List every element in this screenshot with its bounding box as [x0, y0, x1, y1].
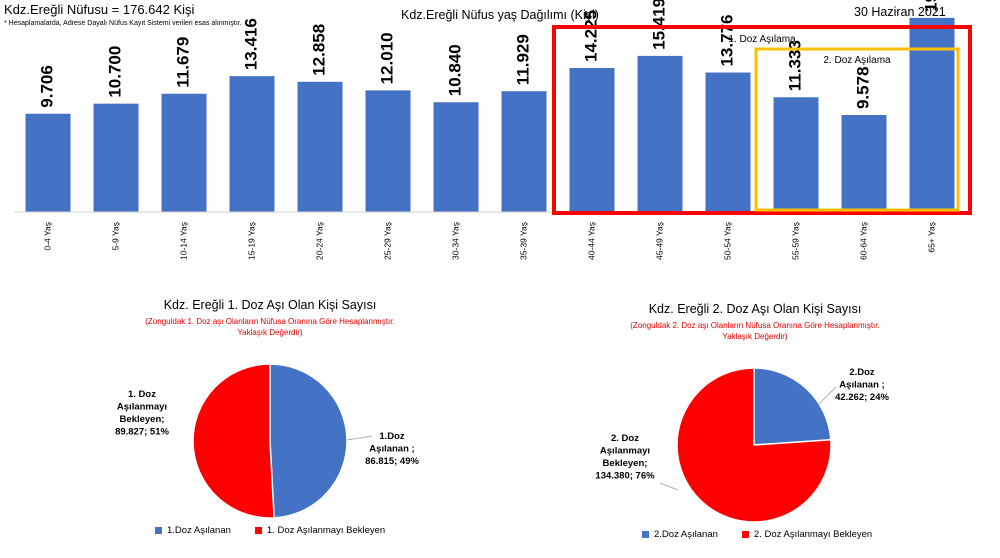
pie2-subtitle-line-2: Yaklaşık Değerdir) [722, 332, 788, 341]
bar-5-9-Ya- [93, 103, 139, 212]
bar-chart-title: Kdz.Ereğli Nüfus yaş Dağılımı (Kişi) [401, 8, 599, 22]
pie1-slice-label-line: 1.Doz [379, 431, 405, 442]
pie2-slice-label-line: 42.262; 24% [835, 392, 889, 403]
bar-value-label: 19.173 [921, 0, 940, 12]
pie2-subtitle: (Zonguldak 2. Doz aşı Olanların Nüfusa O… [555, 320, 955, 342]
bar-65plus-Ya- [909, 17, 955, 212]
bar-value-label: 9.578 [853, 66, 872, 109]
pie1-slice-label-line: Aşılanmayı [117, 402, 167, 413]
pie2-slice-label-line: Bekleyen; [603, 458, 648, 469]
x-tick-label: 25-29 Yaş [382, 222, 392, 260]
bar-value-label: 15.419 [649, 0, 668, 50]
second-dose-box-label: 2. Doz Aşılama [823, 55, 891, 66]
x-tick-label: 60-64 Yaş [858, 222, 868, 260]
pie1-subtitle-line-2: Yaklaşık Değerdir) [237, 328, 303, 337]
bar-35-39-Ya- [501, 91, 547, 212]
pie2-legend-swatch-waiting [741, 531, 749, 538]
bar-25-29-Ya- [365, 90, 411, 212]
pie2-slice-label-line: Aşılanmayı [600, 446, 650, 457]
pie2-slice-vaccinated [753, 367, 832, 446]
pie1-slice-label-line: 1. Doz [128, 389, 156, 400]
pie2-slice-label-vaccinated: 2.Doz Aşılanan ; 42.262; 24% [835, 367, 889, 403]
bar-50-54-Ya- [705, 72, 751, 212]
pie1-slice-label-line: 86.815; 49% [365, 456, 419, 467]
pie1-legend-swatch-waiting [254, 527, 262, 534]
bar-30-34-Ya- [433, 102, 479, 212]
bar-15-19-Ya- [229, 76, 275, 213]
second-dose-highlight-box [754, 47, 960, 212]
bar-0-4-Ya- [25, 113, 71, 212]
bar-value-label: 11.679 [173, 37, 192, 88]
pie2-legend: 2.Doz Aşılanan 2. Doz Aşılanmayı Bekleye… [642, 529, 872, 540]
pie1-title: Kdz. Ereğli 1. Doz Aşı Olan Kişi Sayısı [163, 298, 377, 312]
pie2-slice-label-line: 2.Doz [849, 367, 875, 378]
pie1-leader-line [346, 435, 373, 441]
pie1-slice-label-line: 89.827; 51% [115, 427, 169, 438]
bar-value-label: 10.840 [445, 44, 464, 96]
pie2-legend-swatch-vaccinated [642, 531, 649, 538]
pie2-slice-label-waiting: 2. Doz Aşılanmayı Bekleyen; 134.380; 76% [595, 433, 655, 482]
second-dose-pie-chart: 2.Doz Aşılanan ; 42.262; 24% 2. Doz Aşılanma… [595, 367, 889, 523]
first-dose-highlight-box [552, 25, 972, 215]
population-title: Kdz.Ereğli Nüfusu = 176.642 Kişi [4, 2, 195, 17]
bar-55-59-Ya- [773, 97, 819, 212]
bar-value-label: 9.706 [37, 65, 56, 108]
pie1-slice-label-line: Aşılanan ; [369, 444, 414, 455]
x-tick-label: 40-44 Yaş [586, 222, 596, 260]
bar-value-label: 11.333 [785, 40, 804, 91]
pie2-slice-waiting [676, 367, 832, 523]
x-tick-label: 0-4 Yaş [42, 222, 52, 251]
x-tick-label: 45-49 Yaş [654, 222, 664, 260]
x-tick-label: 15-19 Yaş [246, 222, 256, 260]
bar-20-24-Ya- [297, 81, 343, 213]
pie1-subtitle: (Zonguldak 1. Doz aşı Olanların Nüfusa O… [70, 316, 470, 338]
pie2-legend-vaccinated: 2.Doz Aşılanan [654, 529, 718, 540]
x-tick-label: 50-54 Yaş [722, 222, 732, 260]
pie2-leader-line [659, 482, 679, 491]
pie2-slice-label-line: 134.380; 76% [595, 471, 655, 482]
x-tick-label: 10-14 Yaş [178, 222, 188, 260]
x-tick-label: 55-59 Yaş [790, 222, 800, 260]
pie1-subtitle-line-1: (Zonguldak 1. Doz aşı Olanların Nüfusa O… [145, 317, 395, 326]
pie1-slice-vaccinated [269, 363, 348, 519]
report-date: 30 Haziran 2021 [854, 5, 946, 19]
bar-45-49-Ya- [637, 55, 683, 212]
pie2-legend-waiting: 2. Doz Aşılanmayı Bekleyen [753, 529, 873, 540]
pie2-title: Kdz. Ereğli 2. Doz Aşı Olan Kişi Sayısı [648, 302, 862, 316]
x-tick-label: 65+ Yaş [926, 222, 936, 253]
pie1-slice-label-vaccinated: 1.Doz Aşılanan ; 86.815; 49% [365, 431, 419, 467]
first-dose-box-label: 1. Doz Aşılama [728, 34, 796, 45]
x-tick-label: 20-24 Yaş [314, 222, 324, 260]
data-source-note: * Hesaplamalarda, Adrese Dayalı Nüfus Ka… [4, 20, 242, 27]
x-tick-label: 30-34 Yaş [450, 222, 460, 260]
pie1-legend-vaccinated: 1.Doz Aşılanan [167, 525, 231, 536]
bar-60-64-Ya- [841, 115, 887, 212]
bar-10-14-Ya- [161, 93, 207, 212]
pie1-legend-swatch-vaccinated [155, 527, 162, 534]
bar-value-label: 10.700 [105, 46, 124, 98]
first-dose-pie-chart: 1.Doz Aşılanan ; 86.815; 49% 1. Doz Aşılanma… [115, 363, 419, 519]
pie1-slice-label-line: Bekleyen; [120, 414, 165, 425]
pie2-slice-label-line: Aşılanan ; [839, 380, 884, 391]
pie2-slice-label-line: 2. Doz [611, 433, 639, 444]
bar-value-label: 13.416 [241, 18, 260, 70]
bar-value-label: 11.929 [513, 34, 532, 85]
pie1-legend-waiting: 1. Doz Aşılanmayı Bekleyen [266, 525, 386, 536]
bar-value-label: 14.225 [581, 10, 600, 62]
bar-value-label: 12.010 [377, 32, 396, 84]
bar-value-label: 12.858 [309, 24, 328, 76]
x-tick-label: 5-9 Yaş [110, 222, 120, 251]
pie2-leader-line [817, 386, 837, 406]
age-distribution-bar-chart: 9.706 0-4 Yaş 10.700 5-9 Yaş 11.679 10-14 Yaş… [14, 0, 972, 260]
bar-40-44-Ya- [569, 67, 615, 212]
pie1-slice-label-waiting: 1. Doz Aşılanmayı Bekleyen; 89.827; 51% [115, 389, 169, 438]
pie1-legend: 1.Doz Aşılanan 1. Doz Aşılanmayı Bekleye… [155, 525, 385, 536]
pie2-subtitle-line-1: (Zonguldak 2. Doz aşı Olanların Nüfusa O… [630, 321, 880, 330]
x-tick-label: 35-39 Yaş [518, 222, 528, 260]
pie1-slice-waiting [192, 363, 275, 519]
